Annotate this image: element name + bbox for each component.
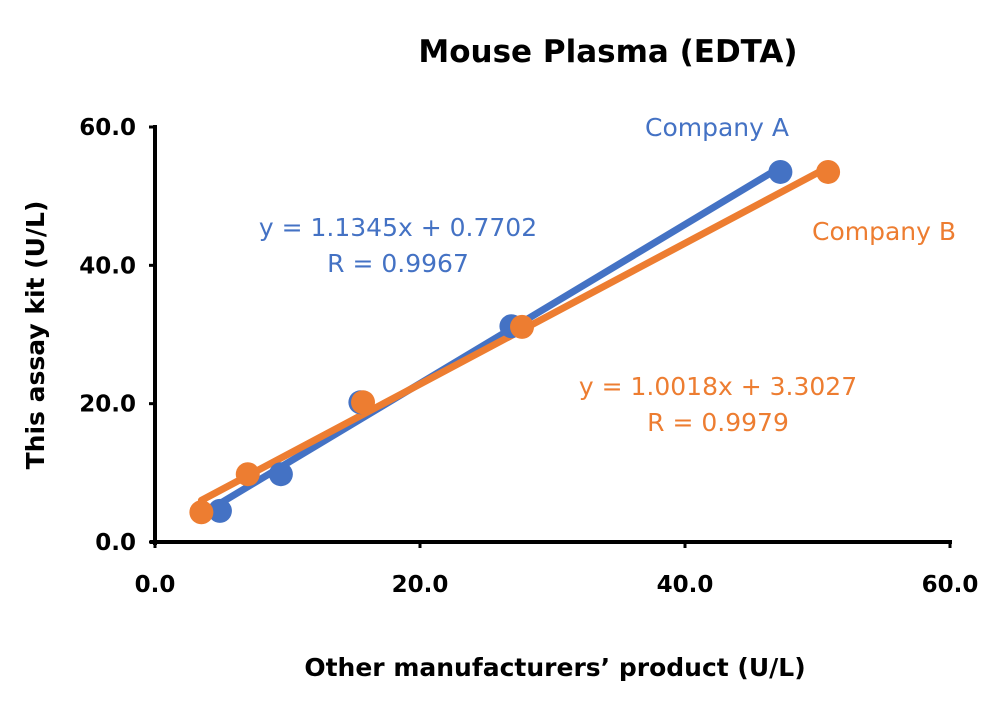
- data-point-company-b: [235, 462, 260, 487]
- x-tick-label: 20.0: [392, 572, 449, 598]
- data-point-company-a: [768, 159, 793, 184]
- y-axis-label: This assay kit (U/L): [21, 201, 50, 470]
- equation-company-a: y = 1.1345x + 0.7702: [259, 213, 537, 242]
- equation-company-b: y = 1.0018x + 3.3027: [579, 372, 857, 401]
- data-point-company-a: [207, 498, 232, 523]
- x-tick-label: 60.0: [922, 572, 979, 598]
- y-tick-label: 20.0: [79, 392, 136, 418]
- x-axis-label: Other manufacturers’ product (U/L): [304, 653, 805, 682]
- x-tick-label: 0.0: [135, 572, 176, 598]
- data-point-company-b: [510, 314, 535, 339]
- data-point-company-b: [189, 500, 214, 525]
- x-tick-label: 40.0: [657, 572, 714, 598]
- chart-title: Mouse Plasma (EDTA): [418, 34, 797, 70]
- legend-company-a: Company A: [645, 113, 789, 142]
- r-value-company-b: R = 0.9979: [647, 408, 789, 437]
- y-tick-label: 40.0: [79, 253, 136, 279]
- legend-company-b: Company B: [812, 217, 956, 246]
- trendline-company-a: [216, 163, 784, 508]
- r-value-company-a: R = 0.9967: [327, 249, 469, 278]
- y-tick-label: 0.0: [95, 530, 136, 556]
- data-point-company-b: [816, 159, 841, 184]
- data-point-company-b: [351, 390, 376, 415]
- y-tick-label: 60.0: [79, 115, 136, 141]
- data-point-company-a: [268, 462, 293, 487]
